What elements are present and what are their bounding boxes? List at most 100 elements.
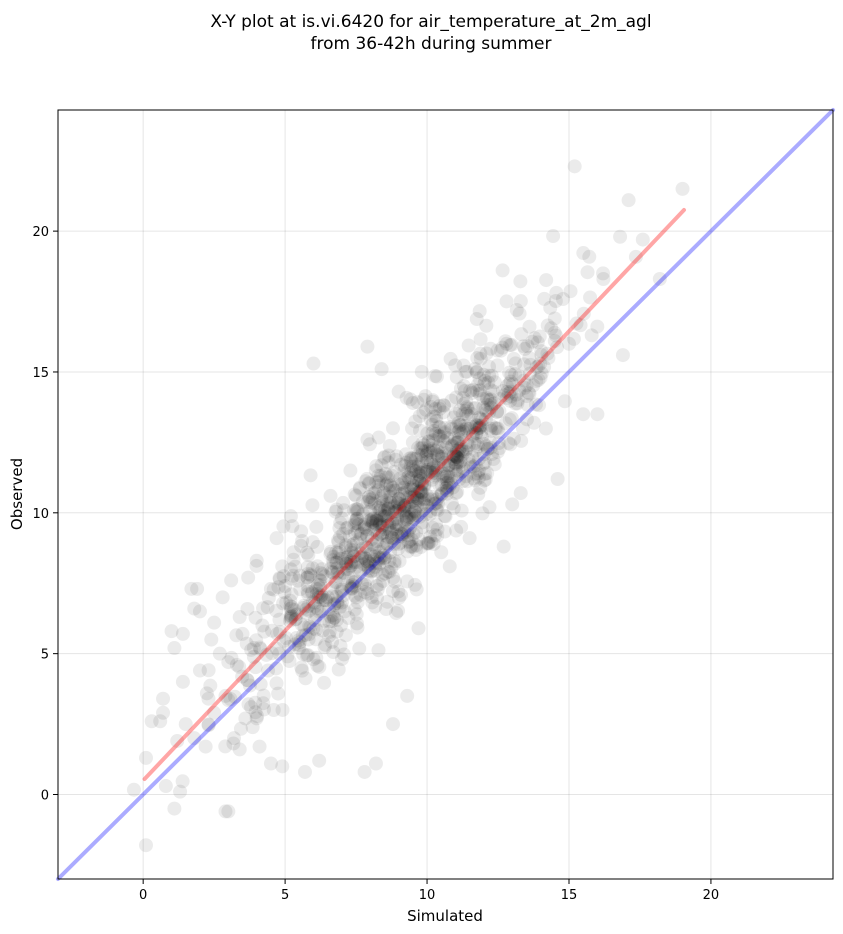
data-point-642: [497, 388, 512, 403]
data-point-900: [309, 650, 324, 665]
data-point-114: [590, 407, 605, 422]
data-point-1026: [388, 452, 403, 467]
data-point-1081: [347, 548, 362, 563]
data-point-1161: [471, 470, 486, 485]
data-point-934: [437, 426, 452, 441]
data-point-581: [461, 452, 476, 467]
data-point-126: [550, 472, 565, 487]
data-point-680: [413, 461, 428, 476]
data-point-84: [499, 336, 514, 351]
data-point-224: [471, 451, 486, 466]
data-point-198: [384, 561, 399, 576]
data-point-58: [320, 590, 335, 605]
data-point-1007: [377, 551, 392, 566]
data-point-143: [390, 511, 405, 526]
data-point-799: [400, 528, 415, 543]
data-point-332: [409, 582, 424, 597]
data-point-19: [192, 663, 207, 678]
data-point-97: [675, 181, 690, 196]
data-point-170: [455, 407, 470, 422]
data-point-677: [408, 464, 423, 479]
data-point-1215: [256, 688, 271, 703]
data-point-421: [285, 600, 300, 615]
data-point-1059: [386, 483, 401, 498]
data-point-771: [361, 494, 376, 509]
data-point-100: [263, 756, 278, 771]
data-point-763: [441, 469, 456, 484]
data-point-185: [447, 431, 462, 446]
data-point-782: [337, 503, 352, 518]
data-point-371: [310, 539, 325, 554]
data-point-440: [425, 520, 440, 535]
data-point-821: [500, 384, 515, 399]
data-point-1112: [347, 588, 362, 603]
data-point-867: [318, 593, 333, 608]
data-point-765: [347, 516, 362, 531]
data-point-1139: [357, 521, 372, 536]
data-point-1006: [412, 473, 427, 488]
data-point-1011: [324, 614, 339, 629]
data-point-640: [373, 552, 388, 567]
data-point-209: [528, 397, 543, 412]
data-point-99: [218, 804, 233, 819]
data-point-275: [431, 495, 446, 510]
data-point-957: [389, 516, 404, 531]
data-point-1145: [336, 526, 351, 541]
data-point-1079: [428, 465, 443, 480]
data-point-104: [357, 764, 372, 779]
data-point-723: [398, 472, 413, 487]
data-point-740: [473, 332, 488, 347]
data-point-6: [158, 779, 173, 794]
data-point-925: [421, 434, 436, 449]
data-point-140: [306, 594, 321, 609]
data-point-118: [374, 362, 389, 377]
data-point-330: [439, 475, 454, 490]
data-point-1185: [288, 612, 303, 627]
data-point-824: [473, 346, 488, 361]
data-point-1216: [425, 489, 440, 504]
data-point-523: [293, 568, 308, 583]
data-point-211: [478, 412, 493, 427]
data-point-962: [418, 444, 433, 459]
data-point-394: [333, 551, 348, 566]
data-point-269: [406, 482, 421, 497]
data-point-35: [235, 626, 250, 641]
data-point-1201: [283, 611, 298, 626]
data-point-1209: [451, 464, 466, 479]
data-point-156: [245, 720, 260, 735]
data-point-112: [505, 497, 520, 512]
data-point-853: [441, 466, 456, 481]
data-point-781: [466, 427, 481, 442]
data-point-742: [425, 394, 440, 409]
data-point-1070: [436, 459, 451, 474]
data-point-845: [430, 522, 445, 537]
data-point-595: [398, 498, 413, 513]
data-point-64: [349, 488, 364, 503]
data-point-66: [360, 432, 375, 447]
data-point-20: [192, 604, 207, 619]
data-point-1220: [459, 469, 474, 484]
data-point-90: [567, 159, 582, 174]
data-point-876: [289, 607, 304, 622]
data-point-1146: [403, 481, 418, 496]
data-point-173: [508, 367, 523, 382]
data-point-484: [300, 587, 315, 602]
data-point-950: [376, 548, 391, 563]
data-point-1032: [297, 620, 312, 635]
data-point-456: [288, 559, 303, 574]
data-point-101: [275, 759, 290, 774]
data-point-432: [434, 478, 449, 493]
data-point-918: [590, 319, 605, 334]
data-point-158: [429, 409, 444, 424]
data-point-117: [360, 339, 375, 354]
data-point-306: [414, 364, 429, 379]
data-point-724: [350, 504, 365, 519]
data-point-65: [354, 550, 369, 565]
plot-frame: [57, 109, 834, 880]
data-point-597: [299, 606, 314, 621]
data-point-1040: [368, 539, 383, 554]
data-point-1113: [266, 582, 281, 597]
data-point-977: [415, 454, 430, 469]
data-point-207: [483, 440, 498, 455]
data-point-521: [517, 380, 532, 395]
